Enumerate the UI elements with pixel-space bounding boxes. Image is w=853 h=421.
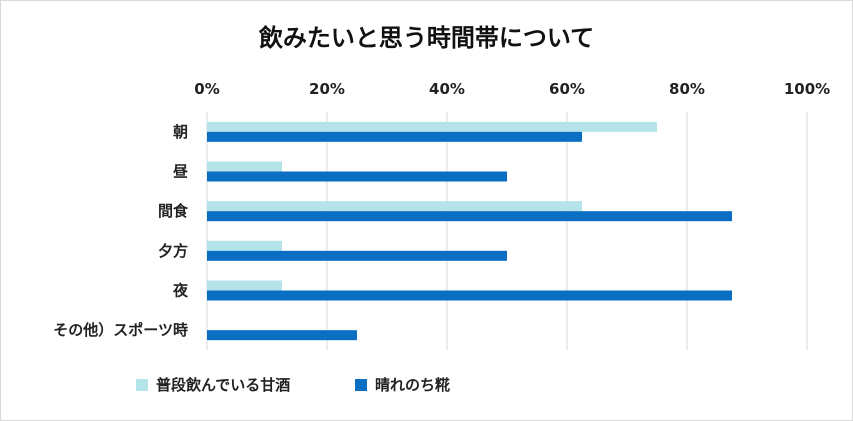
x-tick-label: 0% <box>194 80 219 98</box>
x-tick-label: 20% <box>309 80 345 98</box>
legend-item-series-1: 普段飲んでいる甘酒 <box>136 374 290 395</box>
x-tick-label: 80% <box>669 80 705 98</box>
x-tick-label: 60% <box>549 80 585 98</box>
bar-series-1 <box>207 240 282 251</box>
legend-swatch-series-1 <box>136 378 148 391</box>
bar-series-2 <box>207 330 357 341</box>
category-label: 間食 <box>158 202 189 220</box>
bar-series-2 <box>207 290 732 301</box>
legend-swatch-series-2 <box>355 378 367 391</box>
category-label: 夕方 <box>158 242 188 260</box>
category-label: 夜 <box>172 282 189 300</box>
legend-label-series-1: 普段飲んでいる甘酒 <box>156 376 291 394</box>
bar-series-1 <box>207 280 282 291</box>
bar-series-1 <box>207 121 657 132</box>
legend: 普段飲んでいる甘酒 晴れのち糀 <box>0 374 853 404</box>
x-tick-label: 100% <box>784 80 830 98</box>
bar-series-2 <box>207 131 582 142</box>
bar-series-1 <box>207 201 582 212</box>
bar-series-2 <box>207 250 507 261</box>
legend-label-series-2: 晴れのち糀 <box>375 376 451 394</box>
category-label: 朝 <box>173 123 188 141</box>
legend-item-series-2: 晴れのち糀 <box>355 374 450 395</box>
category-label: その他）スポーツ時 <box>53 321 188 339</box>
chart-title: 飲みたいと思う時間帯について <box>258 24 595 52</box>
category-label: 昼 <box>173 163 188 181</box>
bar-series-2 <box>207 211 732 222</box>
x-tick-label: 40% <box>429 80 465 98</box>
bar-series-1 <box>207 161 282 172</box>
bar-series-2 <box>207 171 507 182</box>
